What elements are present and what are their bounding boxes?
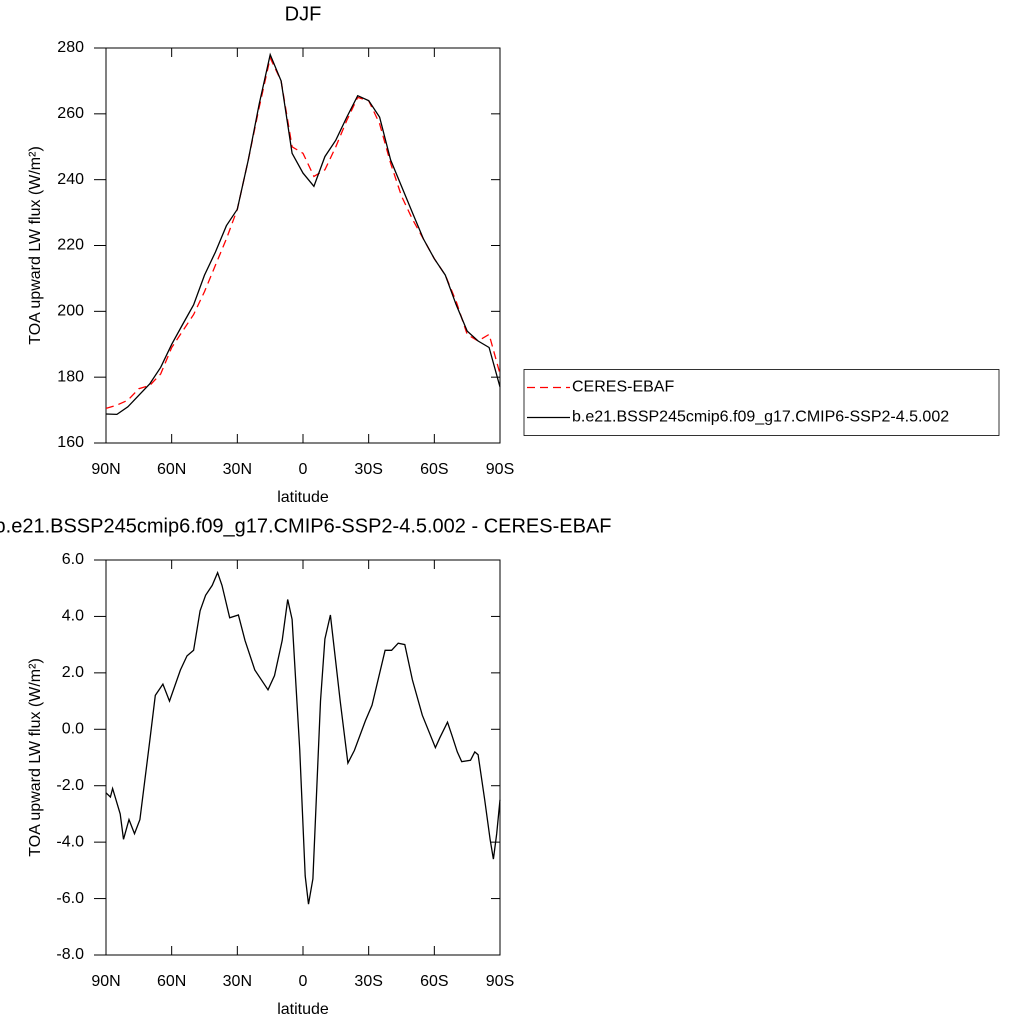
x-tick-label: 90S [486, 461, 514, 478]
y-tick-label: 180 [57, 368, 84, 385]
x-tick-label: 0 [299, 973, 308, 990]
y-axis-label: TOA upward LW flux (W/m²) [27, 658, 44, 857]
legend-label: CERES-EBAF [572, 379, 674, 396]
x-tick-label: 60N [157, 973, 186, 990]
y-tick-label: 260 [57, 105, 84, 122]
legend-label: b.e21.BSSP245cmip6.f09_g17.CMIP6-SSP2-4.… [572, 409, 949, 426]
data-line [105, 55, 501, 410]
y-tick-label: 2.0 [62, 664, 84, 681]
x-axis-label: latitude [277, 1001, 329, 1018]
x-tick-label: 30S [354, 461, 382, 478]
x-tick-label: 0 [299, 461, 308, 478]
y-tick-label: 200 [57, 303, 84, 320]
y-axis-label: TOA upward LW flux (W/m²) [27, 146, 44, 345]
y-tick-label: 280 [57, 39, 84, 56]
x-tick-label: 90N [91, 461, 120, 478]
y-tick-label: 4.0 [62, 608, 84, 625]
data-line [105, 570, 501, 905]
y-tick-label: -4.0 [56, 833, 84, 850]
x-tick-label: 30S [354, 973, 382, 990]
y-tick-label: -2.0 [56, 777, 84, 794]
x-tick-label: 90S [486, 973, 514, 990]
x-tick-label: 30N [223, 973, 252, 990]
plot-frame [105, 47, 501, 444]
x-axis-label: latitude [277, 489, 329, 506]
data-line [105, 52, 501, 416]
x-tick-label: 30N [223, 461, 252, 478]
x-tick-label: 60N [157, 461, 186, 478]
x-tick-label: 60S [420, 973, 448, 990]
chart-title: DJF [285, 3, 322, 25]
x-tick-label: 60S [420, 461, 448, 478]
y-tick-label: 0.0 [62, 721, 84, 738]
y-tick-label: 160 [57, 434, 84, 451]
legend-box [523, 369, 1000, 436]
plot-frame [105, 559, 501, 956]
x-tick-label: 90N [91, 973, 120, 990]
chart-title: b.e21.BSSP245cmip6.f09_g17.CMIP6-SSP2-4.… [0, 515, 611, 537]
y-tick-label: 6.0 [62, 551, 84, 568]
y-tick-label: -6.0 [56, 890, 84, 907]
y-tick-label: 240 [57, 171, 84, 188]
y-tick-label: -8.0 [56, 946, 84, 963]
y-tick-label: 220 [57, 237, 84, 254]
